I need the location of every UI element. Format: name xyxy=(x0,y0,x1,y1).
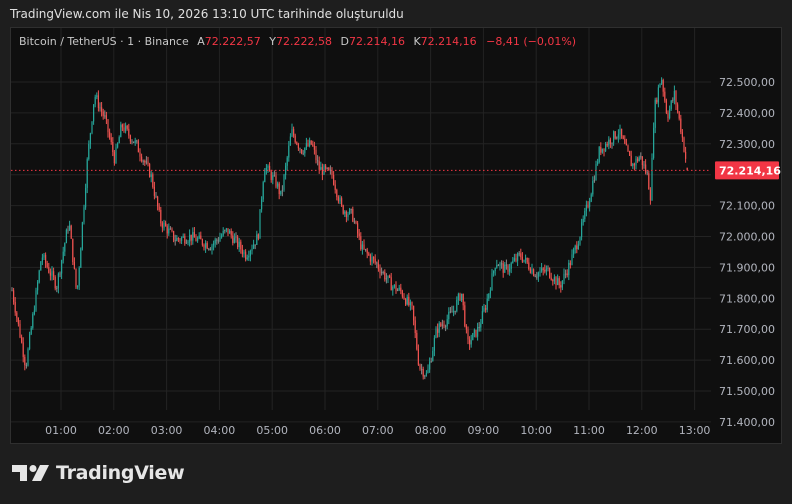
x-axis-tick: 01:00 xyxy=(45,424,77,437)
y-axis-tick: 72.300,00 xyxy=(719,138,775,151)
low-value: 72.214,16 xyxy=(348,35,405,48)
y-axis-tick: 71.900,00 xyxy=(719,261,775,274)
ohlc-legend: Bitcoin / TetherUS · 1 · Binance A72.222… xyxy=(19,35,576,48)
x-axis-tick: 11:00 xyxy=(573,424,605,437)
symbol-label[interactable]: Bitcoin / TetherUS · 1 · Binance xyxy=(19,35,189,48)
y-axis-tick: 72.400,00 xyxy=(719,107,775,120)
x-axis-tick: 10:00 xyxy=(520,424,552,437)
low-label: D xyxy=(340,35,349,48)
open-value: 72.222,57 xyxy=(204,35,261,48)
x-axis-tick: 09:00 xyxy=(468,424,500,437)
x-axis-tick: 04:00 xyxy=(204,424,236,437)
tradingview-branding: TradingView xyxy=(12,462,185,484)
y-axis-tick: 71.400,00 xyxy=(719,416,775,429)
y-axis-tick: 72.000,00 xyxy=(719,231,775,244)
snapshot-caption: TradingView.com ile Nis 10, 2026 13:10 U… xyxy=(10,7,404,21)
high-value: 72.222,58 xyxy=(275,35,332,48)
candles xyxy=(11,77,688,380)
brand-name: TradingView xyxy=(56,462,185,484)
change-value: −8,41 (−0,01%) xyxy=(486,35,577,48)
x-axis-tick: 06:00 xyxy=(309,424,341,437)
y-axis-tick: 72.500,00 xyxy=(719,76,775,89)
open-label: A xyxy=(197,35,205,48)
y-axis-tick: 71.500,00 xyxy=(719,385,775,398)
y-axis-tick: 71.700,00 xyxy=(719,323,775,336)
x-axis-tick: 02:00 xyxy=(98,424,130,437)
x-axis-tick: 13:00 xyxy=(679,424,711,437)
y-axis-tick: 72.100,00 xyxy=(719,200,775,213)
last-price-tag-text: 72.214,16 xyxy=(719,164,781,177)
x-axis-tick: 07:00 xyxy=(362,424,394,437)
close-value: 72.214,16 xyxy=(420,35,477,48)
last-price-tag xyxy=(715,161,779,180)
candlestick-chart[interactable]: 72.500,0072.400,0072.300,0072.200,0072.1… xyxy=(11,28,781,443)
x-axis-tick: 03:00 xyxy=(151,424,183,437)
x-axis-tick: 12:00 xyxy=(626,424,658,437)
tradingview-logo-icon xyxy=(12,465,49,481)
y-axis-tick: 71.800,00 xyxy=(719,292,775,305)
x-axis-tick: 08:00 xyxy=(415,424,447,437)
chart-panel[interactable]: Bitcoin / TetherUS · 1 · Binance A72.222… xyxy=(10,27,782,444)
close-label: K xyxy=(413,35,421,48)
high-label: Y xyxy=(269,35,276,48)
x-axis-tick: 05:00 xyxy=(256,424,288,437)
y-axis-tick: 71.600,00 xyxy=(719,354,775,367)
